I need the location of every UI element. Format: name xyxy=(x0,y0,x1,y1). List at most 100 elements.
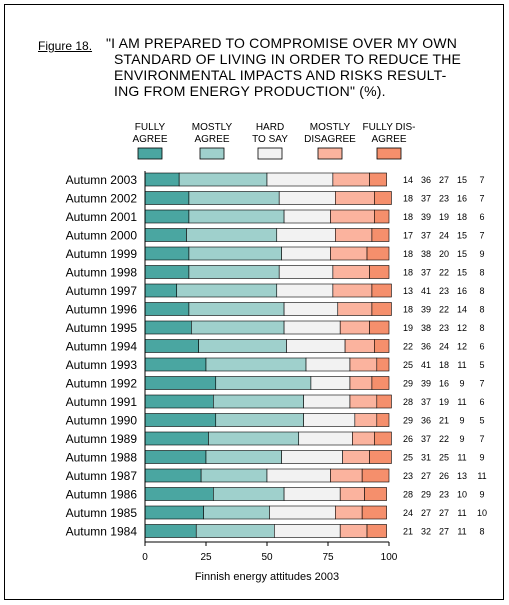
data-label: 19 xyxy=(403,323,413,333)
data-label: 28 xyxy=(403,397,413,407)
data-label: 27 xyxy=(439,175,449,185)
data-label: 9 xyxy=(479,249,484,259)
data-label: 10 xyxy=(457,490,467,500)
data-label: 11 xyxy=(477,471,486,481)
bar-segment-hard-to-say xyxy=(278,191,336,205)
data-label: 13 xyxy=(403,286,413,296)
data-label: 7 xyxy=(479,231,484,241)
bar-segment-mostly-disagree xyxy=(349,394,378,409)
category-label: Autumn 2001 xyxy=(66,210,138,224)
category-label: Autumn 1991 xyxy=(66,395,138,409)
data-label: 36 xyxy=(421,416,431,426)
data-label: 28 xyxy=(403,490,413,500)
bar-segment-mostly-agree xyxy=(176,283,278,298)
data-label: 24 xyxy=(439,231,449,241)
category-label: Autumn 1990 xyxy=(66,414,138,428)
legend-label: MOSTLY xyxy=(310,122,351,133)
bar-segment-fully-agree xyxy=(144,209,190,224)
data-label: 8 xyxy=(479,323,484,333)
data-label: 19 xyxy=(439,397,449,407)
bar-segment-fully-agree xyxy=(144,376,217,390)
bar-segment-fully-disagree xyxy=(376,413,390,427)
bar-segment-fully-disagree xyxy=(369,265,390,279)
data-label: 7 xyxy=(479,194,484,204)
data-label: 17 xyxy=(403,231,413,241)
bar-segment-fully-agree xyxy=(144,228,187,242)
bar-segment-hard-to-say xyxy=(281,246,331,261)
bar-segment-hard-to-say xyxy=(303,394,351,409)
data-label: 18 xyxy=(403,194,413,204)
data-label: 24 xyxy=(439,342,449,352)
data-label: 29 xyxy=(421,490,431,500)
legend-label: AGREE xyxy=(194,134,229,145)
bar-segment-mostly-disagree xyxy=(335,228,373,242)
legend-swatch-mostly-disagree xyxy=(317,147,343,160)
bar-segment-mostly-agree xyxy=(178,172,268,187)
bar-segment-mostly-agree xyxy=(188,246,282,261)
data-label: 27 xyxy=(421,508,431,518)
bar-segment-fully-agree xyxy=(144,524,197,538)
data-label: 37 xyxy=(421,194,431,204)
bar-segment-fully-agree xyxy=(144,394,214,409)
category-label: Autumn 2003 xyxy=(66,173,138,187)
legend-label: DISAGREE xyxy=(304,134,356,145)
data-label: 7 xyxy=(479,379,484,389)
bar-segment-mostly-agree xyxy=(198,339,287,353)
bar-segment-hard-to-say xyxy=(283,487,341,501)
category-label: Autumn 1996 xyxy=(66,303,138,317)
data-label: 38 xyxy=(421,323,431,333)
bar-segment-hard-to-say xyxy=(286,339,346,353)
bar-segment-mostly-agree xyxy=(188,302,285,316)
category-label: Autumn 1987 xyxy=(66,469,138,483)
bar-segment-mostly-disagree xyxy=(335,191,375,205)
bar-segment-mostly-agree xyxy=(195,524,275,538)
bar-segment-fully-disagree xyxy=(371,228,390,242)
data-label: 11 xyxy=(457,527,466,537)
bar-segment-fully-agree xyxy=(144,413,217,427)
x-tick-label: 100 xyxy=(381,552,398,563)
legend-swatch-fully-agree xyxy=(137,147,163,160)
bar-segment-hard-to-say xyxy=(281,450,343,464)
data-label: 9 xyxy=(479,453,484,463)
bar-segment-fully-disagree xyxy=(369,450,392,464)
bar-segment-hard-to-say xyxy=(305,357,351,372)
bar-segment-fully-agree xyxy=(144,505,204,520)
bar-segment-hard-to-say xyxy=(269,505,336,520)
data-label: 36 xyxy=(421,342,431,352)
data-label: 37 xyxy=(421,268,431,278)
bar-segment-mostly-agree xyxy=(186,228,278,242)
data-label: 7 xyxy=(479,175,484,185)
bar-segment-fully-agree xyxy=(144,283,178,298)
bar-segment-mostly-disagree xyxy=(339,524,368,538)
bar-segment-mostly-disagree xyxy=(339,487,365,501)
data-label: 8 xyxy=(479,286,484,296)
bar-segment-fully-agree xyxy=(144,431,209,446)
data-label: 9 xyxy=(459,434,464,444)
data-label: 22 xyxy=(403,342,413,352)
data-label: 5 xyxy=(479,416,484,426)
bar-segment-mostly-disagree xyxy=(342,450,370,464)
bar-segment-fully-agree xyxy=(144,172,180,187)
bar-segment-mostly-agree xyxy=(205,450,282,464)
data-label: 9 xyxy=(479,490,484,500)
data-label: 12 xyxy=(457,342,467,352)
data-label: 39 xyxy=(421,305,431,315)
category-label: Autumn 1999 xyxy=(66,247,138,261)
data-label: 11 xyxy=(457,397,466,407)
bar-segment-fully-agree xyxy=(144,357,207,372)
bar-segment-mostly-agree xyxy=(203,505,270,520)
data-label: 18 xyxy=(403,268,413,278)
bar-segment-fully-disagree xyxy=(369,320,390,335)
data-label: 8 xyxy=(479,527,484,537)
bar-segment-mostly-agree xyxy=(191,320,285,335)
bar-segment-mostly-disagree xyxy=(337,302,373,316)
figure-label: Figure 18. xyxy=(38,39,93,53)
bar-segment-fully-disagree xyxy=(374,431,392,446)
bar-segment-fully-disagree xyxy=(371,302,392,316)
data-label: 27 xyxy=(439,527,449,537)
category-label: Autumn 1985 xyxy=(66,506,138,520)
data-label: 14 xyxy=(403,175,413,185)
bar-segment-fully-disagree xyxy=(374,191,392,205)
bar-segment-fully-agree xyxy=(144,450,207,464)
data-label: 19 xyxy=(439,212,449,222)
